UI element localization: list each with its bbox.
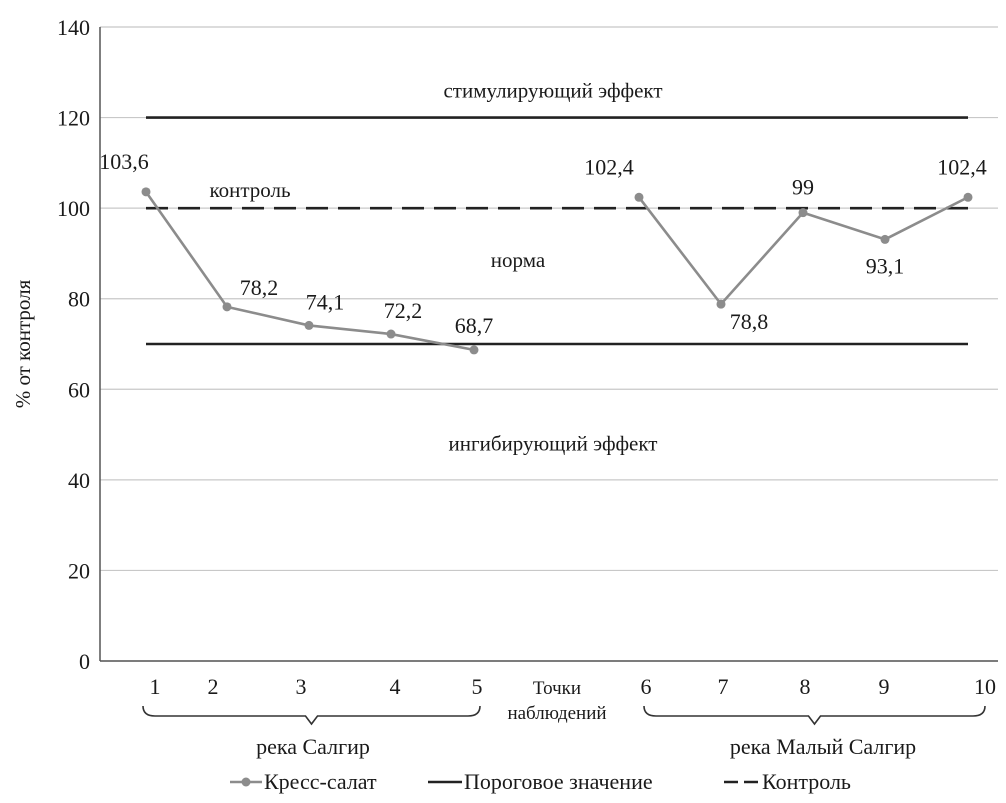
x-tick-label: 4 (390, 674, 401, 699)
group-brace (142, 705, 481, 726)
y-tick-label: 60 (68, 377, 90, 402)
data-label: 68,7 (455, 313, 494, 338)
y-tick-label: 0 (79, 649, 90, 674)
legend-marker (241, 777, 251, 787)
region-annotation: норма (491, 248, 546, 272)
data-point (469, 345, 479, 355)
y-tick-label: 80 (68, 287, 90, 312)
x-tick-label: 3 (296, 674, 307, 699)
x-tick-label: 5 (472, 674, 483, 699)
group-brace (643, 705, 986, 726)
group-label: река Малый Салгир (730, 734, 916, 759)
x-tick-label: 8 (800, 674, 811, 699)
legend-entry: Пороговое значение (464, 769, 653, 794)
legend-entry: Кресс-салат (264, 769, 377, 794)
region-annotation: контроль (209, 178, 290, 202)
data-label: 102,4 (584, 154, 634, 179)
data-point (386, 329, 396, 339)
y-axis-title: % от контроля (11, 279, 35, 408)
data-label: 102,4 (937, 154, 987, 179)
y-tick-label: 120 (57, 106, 90, 131)
x-tick-label: 2 (208, 674, 219, 699)
data-label: 72,2 (384, 298, 423, 323)
x-axis-title: Точки (533, 678, 581, 699)
data-point (304, 320, 314, 330)
data-point (716, 299, 726, 309)
y-tick-label: 40 (68, 468, 90, 493)
y-tick-label: 140 (57, 15, 90, 40)
x-tick-label: 6 (641, 674, 652, 699)
data-point (634, 192, 644, 202)
y-tick-label: 20 (68, 558, 90, 583)
x-axis-title: наблюдений (507, 703, 606, 724)
data-label: 74,1 (306, 289, 345, 314)
data-label: 78,8 (730, 309, 769, 334)
x-tick-label: 1 (150, 674, 161, 699)
x-tick-label: 10 (974, 674, 996, 699)
legend-entry: Контроль (762, 769, 851, 794)
data-point (222, 302, 232, 312)
group-label: река Салгир (256, 734, 370, 759)
data-point (963, 192, 973, 202)
x-tick-label: 7 (718, 674, 729, 699)
data-point (141, 187, 151, 197)
data-label: 78,2 (240, 275, 279, 300)
y-tick-label: 100 (57, 196, 90, 221)
x-tick-label: 9 (879, 674, 890, 699)
data-point (880, 234, 890, 244)
data-label: 103,6 (99, 149, 149, 174)
data-label: 93,1 (866, 253, 905, 278)
data-point (798, 208, 808, 218)
region-annotation: ингибирующий эффект (449, 432, 658, 456)
region-annotation: стимулирующий эффект (443, 78, 662, 102)
data-label: 99 (792, 175, 814, 200)
